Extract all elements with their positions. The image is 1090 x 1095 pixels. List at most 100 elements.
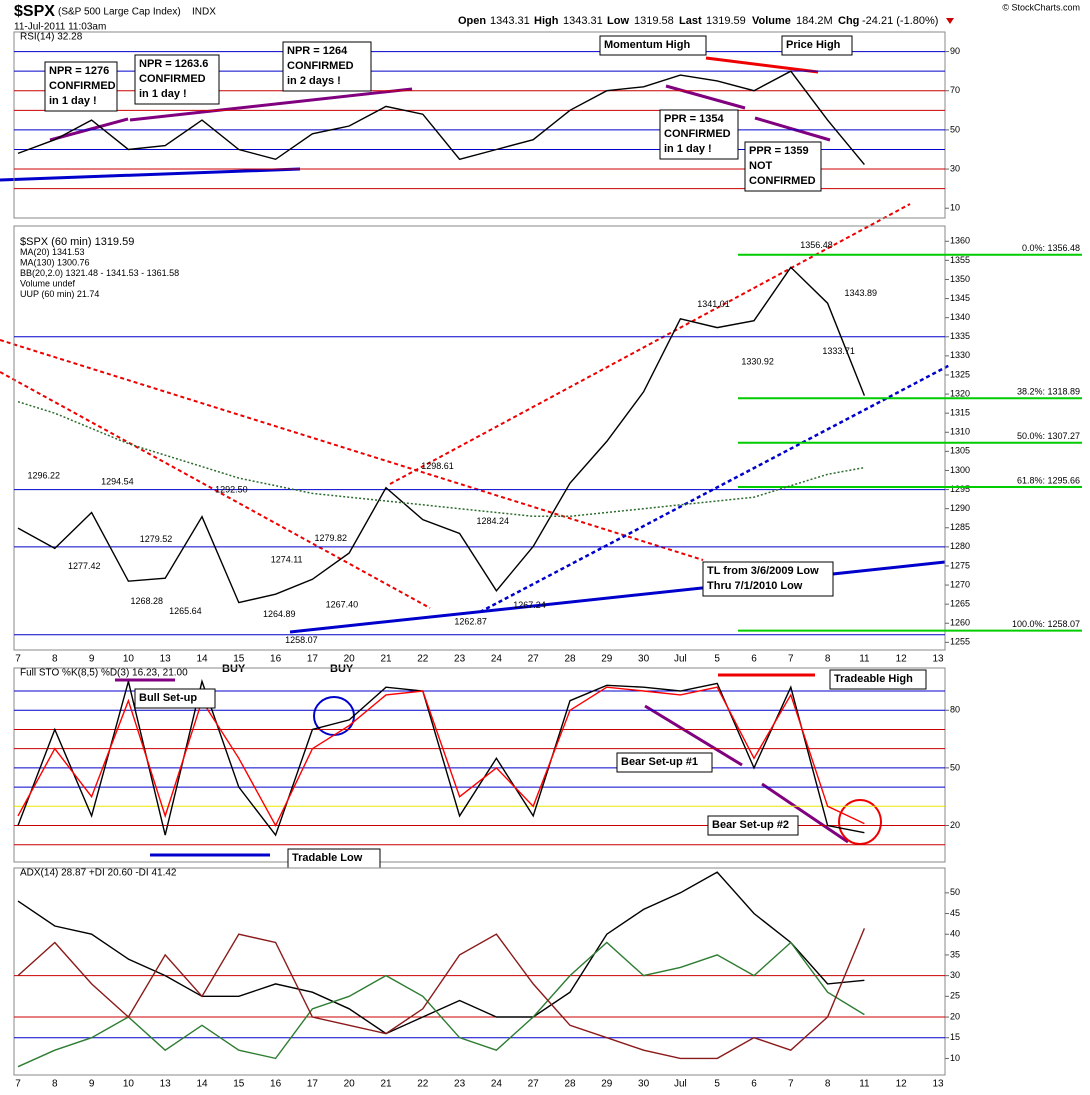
trend-line (644, 704, 743, 767)
y-tick-label: 15 (950, 1032, 960, 1042)
chg: -24.21 (-1.80%) (862, 15, 938, 27)
volume-label: Volume (752, 15, 791, 27)
x-tick-label: 7 (788, 654, 794, 665)
x-tick-label: 6 (751, 654, 757, 665)
panel-frame (13, 31, 946, 219)
x-tick-label: 14 (196, 1079, 208, 1090)
annotation-text: NPR = 1263.6 (139, 58, 208, 70)
y-tick-label: 1330 (950, 350, 970, 360)
annotation-box (707, 815, 799, 836)
y-tick-label: 50 (950, 887, 960, 897)
annotation-box (599, 35, 707, 56)
annotation-text: CONFIRMED (287, 60, 354, 72)
x-tick-label: 13 (160, 654, 172, 665)
y-tick-label: 10 (950, 1053, 960, 1063)
price-label: 1333.71 (822, 346, 855, 356)
annotation-box (134, 688, 216, 709)
price-label: 1292.50 (215, 484, 248, 494)
x-tick-label: 16 (270, 1079, 282, 1090)
price-label: 1341.01 (697, 299, 730, 309)
y-tick-label: 20 (950, 820, 960, 830)
y-tick-label: 45 (950, 908, 960, 918)
trend-line (0, 339, 704, 561)
y-tick-label: 30 (950, 163, 960, 173)
last-label: Last (679, 15, 702, 27)
panel-frame (13, 867, 946, 1076)
annotation-text: NPR = 1276 (49, 65, 109, 77)
y-tick-label: 1255 (950, 637, 970, 647)
x-tick-label: 11 (859, 654, 870, 665)
annotation-box (781, 35, 853, 56)
x-tick-label: Jul (674, 1079, 687, 1090)
trend-line (761, 782, 849, 844)
price-label: 1279.82 (315, 533, 348, 543)
y-tick-label: 1325 (950, 369, 970, 379)
y-tick-label: 50 (950, 124, 960, 134)
annotation-text: Bear Set-up #1 (621, 756, 698, 768)
panel-title: Full STO %K(8,5) %D(3) 16.23, 21.00 (20, 668, 188, 679)
annotation-text: NOT (749, 160, 773, 172)
volume: 184.2M (796, 15, 833, 27)
annotation-text: in 2 days ! (287, 75, 341, 87)
y-tick-label: 1290 (950, 503, 970, 513)
price-label: 1265.64 (169, 606, 202, 616)
x-tick-label: 13 (932, 654, 944, 665)
price-label: 1274.11 (271, 555, 303, 565)
annotation-box (282, 41, 372, 92)
index-name: (S&P 500 Large Cap Index) (58, 7, 181, 18)
panel-title: RSI(14) 32.28 (20, 32, 83, 43)
x-tick-label: 24 (491, 1079, 503, 1090)
last: 1319.59 (706, 15, 746, 27)
annotation-text: NPR = 1264 (287, 45, 348, 57)
brand: © StockCharts.com (1002, 2, 1080, 12)
x-tick-label: 13 (160, 1079, 172, 1090)
x-tick-label: 9 (89, 654, 95, 665)
symbol: $SPX (14, 3, 55, 20)
y-tick-label: 50 (950, 762, 960, 772)
low: 1319.58 (634, 15, 674, 27)
fib-label: 38.2%: 1318.89 (1017, 387, 1080, 397)
legend-entry: $SPX (60 min) 1319.59 (20, 236, 134, 248)
price-label: 1330.92 (741, 357, 774, 367)
y-tick-label: 10 (950, 203, 960, 213)
series-line (17, 686, 865, 828)
y-tick-label: 1260 (950, 618, 970, 628)
annotation-box (744, 141, 822, 192)
price-label: 1279.52 (140, 534, 173, 544)
y-tick-label: 70 (950, 85, 960, 95)
trend-line (479, 363, 951, 614)
trend-line (754, 116, 831, 142)
annotation-box (829, 669, 927, 690)
x-tick-label: 14 (196, 654, 208, 665)
y-tick-label: 1320 (950, 388, 970, 398)
x-tick-label: 8 (825, 654, 831, 665)
x-tick-label: 20 (344, 1079, 356, 1090)
panel-frame (13, 225, 946, 651)
x-tick-label: 29 (601, 1079, 613, 1090)
x-tick-label: 9 (89, 1079, 95, 1090)
x-tick-label: 30 (638, 654, 650, 665)
x-tick-label: 5 (714, 654, 720, 665)
chg-label: Chg (838, 15, 859, 27)
annotation-text: Thru 7/1/2010 Low (707, 580, 803, 592)
x-tick-label: 21 (380, 654, 392, 665)
y-tick-label: 1280 (950, 541, 970, 551)
low-label: Low (607, 15, 629, 27)
y-tick-label: 1350 (950, 274, 970, 284)
annotation-text: CONFIRMED (664, 128, 731, 140)
annotation-text: Bear Set-up #2 (712, 819, 789, 831)
y-tick-label: 1335 (950, 331, 970, 341)
x-tick-label: 7 (15, 1079, 21, 1090)
x-tick-label: 10 (123, 654, 135, 665)
y-tick-label: 1295 (950, 484, 970, 494)
trend-line (389, 203, 911, 485)
trend-line (665, 84, 746, 110)
annotation-text: BUY (222, 663, 246, 675)
price-label: 1277.42 (68, 561, 101, 571)
x-tick-label: 12 (896, 654, 908, 665)
series-line (17, 678, 865, 837)
annotation-box (659, 109, 739, 160)
y-tick-label: 1315 (950, 408, 970, 418)
price-label: 1267.24 (513, 600, 546, 610)
fib-label: 100.0%: 1258.07 (1012, 619, 1080, 629)
